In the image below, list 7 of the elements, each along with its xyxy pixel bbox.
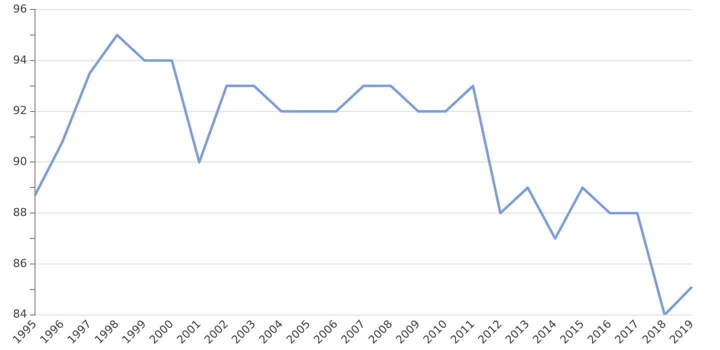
y-tick-label: 88: [12, 206, 27, 219]
y-tick-label: 92: [12, 104, 27, 118]
y-tick-label: 86: [12, 256, 27, 270]
y-tick-label: 94: [12, 53, 27, 66]
y-tick-label: 96: [12, 2, 27, 16]
y-tick-label: 84: [12, 308, 27, 321]
y-tick-label: 90: [12, 155, 27, 168]
